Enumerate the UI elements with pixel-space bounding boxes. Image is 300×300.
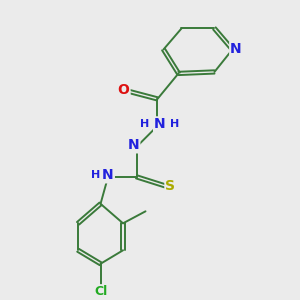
Text: N: N <box>128 138 139 152</box>
Text: S: S <box>165 179 176 193</box>
Text: H: H <box>91 170 100 180</box>
Text: N: N <box>230 43 242 56</box>
Text: Cl: Cl <box>94 285 107 298</box>
Text: O: O <box>118 83 130 97</box>
Text: N: N <box>154 117 166 131</box>
Text: H: H <box>170 119 179 129</box>
Text: N: N <box>102 168 114 182</box>
Text: H: H <box>140 119 149 129</box>
